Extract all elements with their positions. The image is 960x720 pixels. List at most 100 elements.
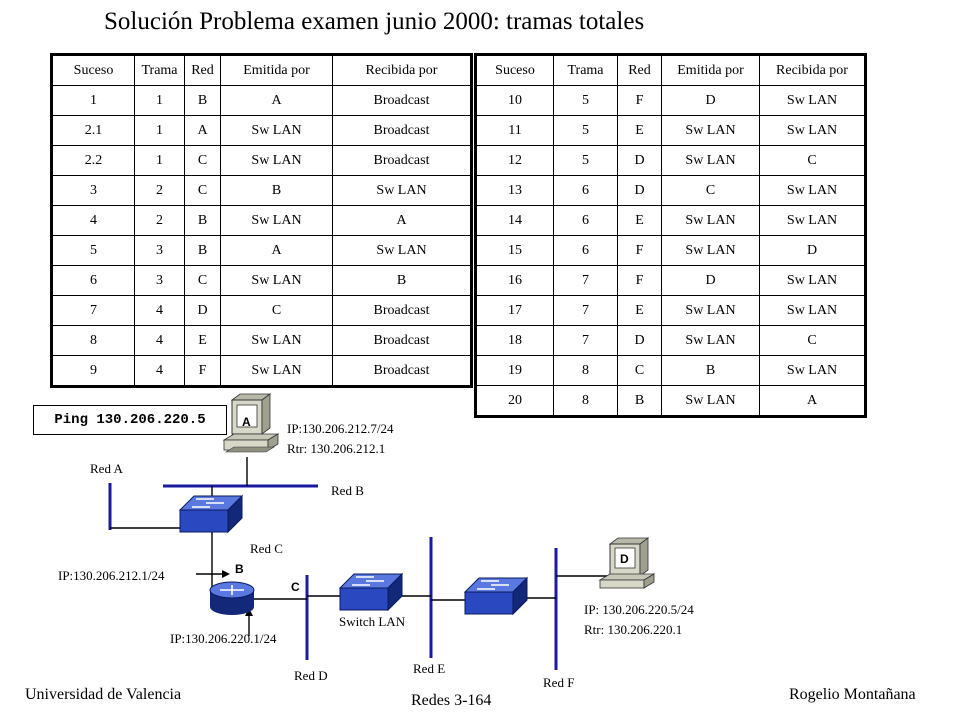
table-row: 11 5 E Sw LAN Sw LAN — [475, 115, 866, 146]
footer-right: Rogelio Montañana — [789, 686, 916, 703]
cell-emitida: Sw LAN — [220, 145, 333, 176]
table-row: 10 5 F D Sw LAN — [475, 85, 866, 116]
table-row: 14 6 E Sw LAN Sw LAN — [475, 205, 866, 236]
cell-suceso: 8 — [51, 325, 135, 356]
host-a-letter: A — [242, 415, 251, 429]
events-table-left: Suceso Trama Red Emitida por Recibida po… — [50, 53, 473, 388]
cell-emitida: B — [661, 355, 760, 386]
cell-emitida: Sw LAN — [661, 385, 760, 417]
cell-trama: 8 — [553, 385, 618, 417]
switch-lan-icon — [338, 572, 404, 612]
cell-recibida: Broadcast — [332, 325, 472, 356]
table-row: 15 6 F Sw LAN D — [475, 235, 866, 266]
cell-recibida: A — [759, 385, 866, 417]
page-title: Solución Problema examen junio 2000: tra… — [104, 8, 645, 35]
col-header-recibida: Recibida por — [759, 54, 866, 86]
cell-red: E — [617, 115, 662, 146]
host-a-ip: IP:130.206.212.7/24 — [287, 421, 394, 436]
cell-suceso: 10 — [475, 85, 554, 116]
table-row: 16 7 F D Sw LAN — [475, 265, 866, 296]
table-row: 12 5 D Sw LAN C — [475, 145, 866, 176]
cell-suceso: 20 — [475, 385, 554, 417]
cell-recibida: C — [759, 145, 866, 176]
col-header-emitida: Emitida por — [661, 54, 760, 86]
label-red-c: Red C — [250, 541, 283, 556]
cell-recibida: B — [332, 265, 472, 296]
cell-red: B — [184, 85, 221, 116]
computer-icon — [598, 537, 656, 589]
events-table-right: Suceso Trama Red Emitida por Recibida po… — [474, 53, 867, 418]
cell-suceso: 11 — [475, 115, 554, 146]
cell-recibida: A — [332, 205, 472, 236]
col-header-recibida: Recibida por — [332, 54, 472, 86]
table-row: 13 6 D C Sw LAN — [475, 175, 866, 206]
table-row: 8 4 E Sw LAN Broadcast — [51, 325, 472, 356]
cell-red: D — [617, 325, 662, 356]
cell-emitida: Sw LAN — [661, 205, 760, 236]
cell-suceso: 17 — [475, 295, 554, 326]
cell-recibida: Sw LAN — [759, 85, 866, 116]
cell-emitida: C — [661, 175, 760, 206]
cell-red: E — [617, 295, 662, 326]
cell-suceso: 19 — [475, 355, 554, 386]
label-red-a: Red A — [90, 461, 123, 476]
cell-recibida: Sw LAN — [759, 355, 866, 386]
cell-trama: 1 — [134, 85, 185, 116]
cell-red: B — [617, 385, 662, 417]
cell-suceso: 4 — [51, 205, 135, 236]
cell-suceso: 15 — [475, 235, 554, 266]
cell-suceso: 1 — [51, 85, 135, 116]
cell-trama: 6 — [553, 175, 618, 206]
cell-red: F — [617, 265, 662, 296]
cell-trama: 7 — [553, 325, 618, 356]
cell-recibida: Sw LAN — [332, 175, 472, 206]
router-ip-b: IP:130.206.212.1/24 — [58, 568, 165, 583]
cell-trama: 8 — [553, 355, 618, 386]
arrow-ip-b-head — [222, 570, 230, 578]
table-row: 2.1 1 A Sw LAN Broadcast — [51, 115, 472, 146]
switch-icon — [463, 576, 529, 616]
cell-suceso: 6 — [51, 265, 135, 296]
cell-trama: 4 — [134, 355, 185, 387]
computer-icon — [222, 393, 280, 453]
cell-trama: 1 — [134, 115, 185, 146]
host-a-router: Rtr: 130.206.212.1 — [287, 441, 386, 456]
cell-emitida: Sw LAN — [661, 235, 760, 266]
footer-center: Redes 3-164 — [411, 692, 492, 709]
footer-left: Universidad de Valencia — [25, 686, 182, 703]
table-row: 6 3 C Sw LAN B — [51, 265, 472, 296]
cell-trama: 1 — [134, 145, 185, 176]
cell-recibida: Sw LAN — [332, 235, 472, 266]
cell-suceso: 14 — [475, 205, 554, 236]
host-d-letter: D — [620, 552, 629, 566]
table-row: 19 8 C B Sw LAN — [475, 355, 866, 386]
cell-recibida: Broadcast — [332, 115, 472, 146]
label-red-e: Red E — [413, 661, 446, 676]
cell-red: D — [617, 175, 662, 206]
col-header-red: Red — [184, 54, 221, 86]
table-row: 2.2 1 C Sw LAN Broadcast — [51, 145, 472, 176]
col-header-trama: Trama — [553, 54, 618, 86]
cell-emitida: Sw LAN — [220, 115, 333, 146]
table-row: 1 1 B A Broadcast — [51, 85, 472, 116]
label-red-f: Red F — [543, 675, 575, 690]
table-body: 1 1 B A Broadcast 2.1 1 A Sw LAN Broadcast 2.2 1 C Sw… — [51, 85, 472, 387]
cell-recibida: Sw LAN — [759, 295, 866, 326]
cell-trama: 7 — [553, 265, 618, 296]
table-row: 20 8 B Sw LAN A — [475, 385, 866, 417]
host-d-router: Rtr: 130.206.220.1 — [584, 622, 683, 637]
ping-command-box: Ping 130.206.220.5 — [33, 405, 227, 435]
router-icon — [209, 581, 255, 615]
table-body: 10 5 F D Sw LAN 11 5 E Sw LAN Sw LAN 12 5 D Sw LAN C 13… — [475, 85, 866, 417]
router-ip-c: IP:130.206.220.1/24 — [170, 631, 277, 646]
table-row: 9 4 F Sw LAN Broadcast — [51, 355, 472, 387]
switch-icon — [178, 494, 244, 534]
cell-recibida: Broadcast — [332, 295, 472, 326]
cell-emitida: Sw LAN — [661, 145, 760, 176]
cell-emitida: D — [661, 85, 760, 116]
cell-trama: 3 — [134, 265, 185, 296]
switch-lan-label: Switch LAN — [339, 614, 406, 629]
cell-recibida: Sw LAN — [759, 175, 866, 206]
router-iface-b: B — [235, 562, 244, 576]
label-red-d: Red D — [294, 668, 328, 683]
